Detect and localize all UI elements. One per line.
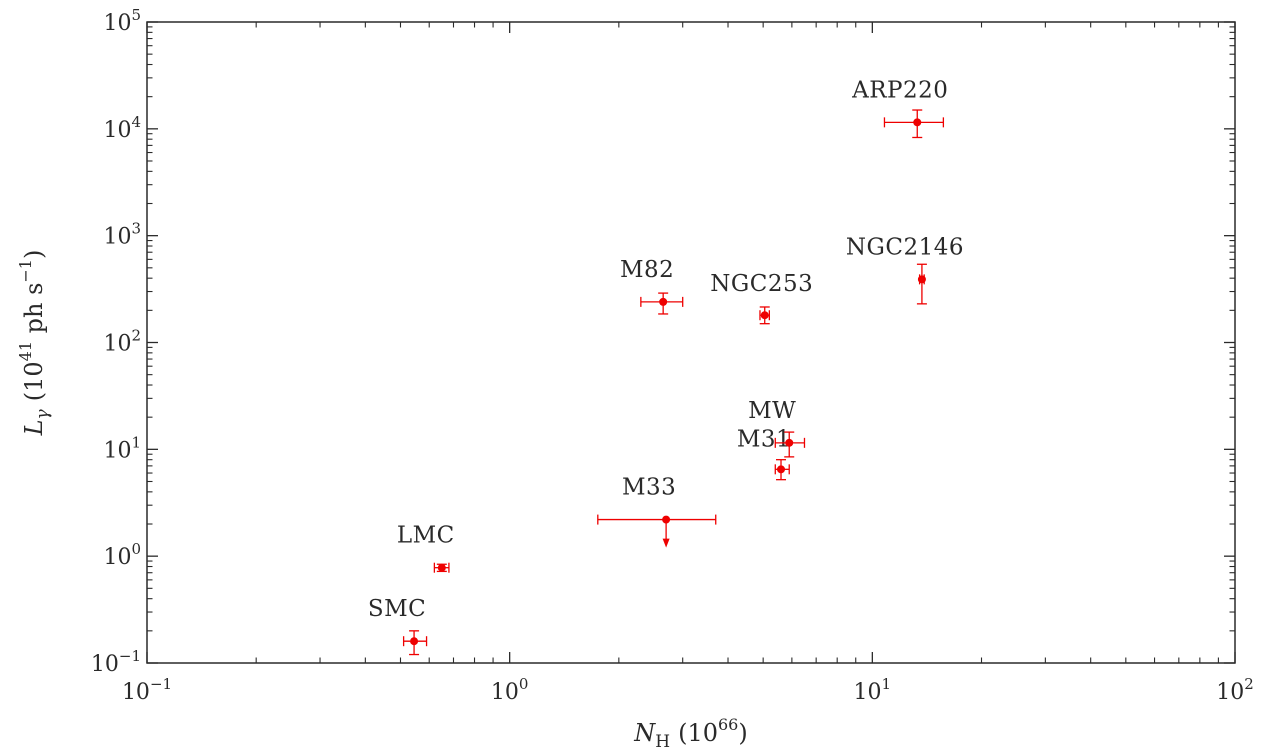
data-point-mw: MW <box>748 398 806 458</box>
data-point-m82: M82 <box>620 257 684 315</box>
point-label: M33 <box>622 475 676 501</box>
x-axis-label-unit: (10 <box>678 719 718 747</box>
y-axis-label: Lγ (1041 ph s−1) <box>16 250 53 437</box>
x-axis-label-unit-exp: 66 <box>718 715 738 734</box>
y-tick-label: 102 <box>103 327 141 357</box>
y-axis-label-unit-exp: 41 <box>16 341 35 361</box>
x-tick-label: 100 <box>491 675 529 705</box>
data-marker <box>917 275 926 284</box>
y-axis-label-sub: γ <box>33 408 53 419</box>
data-point-ngc253: NGC253 <box>710 271 813 325</box>
y-axis-label-unit-mid: ph s <box>20 283 48 341</box>
data-point-arp220: ARP220 <box>851 77 948 139</box>
point-label: SMC <box>368 596 426 622</box>
x-tick-label: 102 <box>1216 675 1254 705</box>
point-label: NGC253 <box>710 271 813 297</box>
y-axis-label-unit: (10 <box>20 361 48 401</box>
y-tick-label: 100 <box>103 540 141 570</box>
point-label: M82 <box>620 257 674 283</box>
y-tick-label: 104 <box>103 113 141 143</box>
tick-labels-layer: 10−1 100 101 102 10−1 100 101 102 103 104 105 <box>91 6 1254 705</box>
data-marker <box>437 563 446 572</box>
data-marker <box>659 297 668 306</box>
point-label: ARP220 <box>851 77 948 103</box>
y-tick-label: 10−1 <box>91 647 141 677</box>
point-label: M31 <box>737 426 791 452</box>
data-marker <box>913 118 922 127</box>
data-point-ngc2146: NGC2146 <box>846 234 964 305</box>
x-axis-label-main: N <box>633 719 656 747</box>
ticks-layer <box>146 21 1236 664</box>
data-marker <box>777 465 786 474</box>
data-point-smc: SMC <box>368 596 428 656</box>
data-marker <box>662 515 671 524</box>
data-point-lmc: LMC <box>397 523 455 573</box>
data-marker <box>760 311 769 320</box>
data-point-m31: M31 <box>737 426 791 481</box>
x-axis-label-sub: H <box>655 732 670 752</box>
point-label: LMC <box>397 523 455 549</box>
data-marker <box>785 438 794 447</box>
data-marker <box>410 637 419 646</box>
y-tick-label: 103 <box>103 220 141 250</box>
point-label: NGC2146 <box>846 234 964 260</box>
x-axis-label-unit-end: ) <box>738 719 747 747</box>
y-axis-label-main: L <box>20 419 48 436</box>
point-label: MW <box>748 398 796 424</box>
plot-frame <box>146 21 1236 664</box>
x-tick-label: 101 <box>854 675 892 705</box>
y-axis-label-unit-end: ) <box>20 250 48 259</box>
data-point-m33: M33 <box>597 475 717 548</box>
y-axis-label-unit-exp2: −1 <box>16 259 35 283</box>
x-tick-label: 10−1 <box>122 675 172 705</box>
y-tick-label: 105 <box>103 6 141 36</box>
upper-limit-arrow-icon <box>662 538 670 548</box>
y-tick-label: 101 <box>103 433 141 463</box>
x-axis-label: NH (1066) <box>633 715 747 752</box>
